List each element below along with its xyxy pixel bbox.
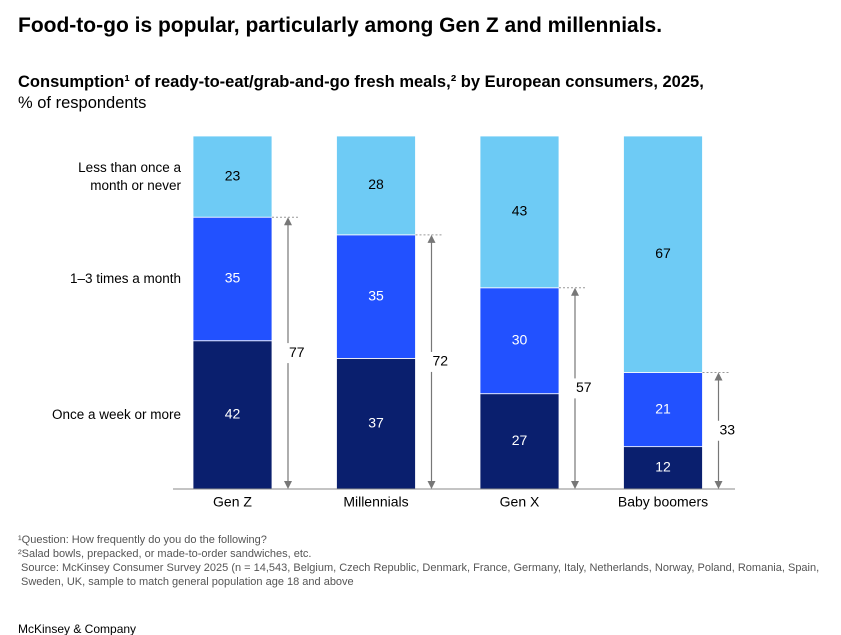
arrow-head	[284, 217, 292, 226]
bar-segment	[192, 340, 273, 490]
value-label: 67	[655, 245, 671, 261]
arrow-head	[571, 287, 579, 296]
x-tick-label: Baby boomers	[618, 494, 708, 510]
title: Food-to-go is popular, particularly amon…	[18, 14, 663, 37]
source: Source: McKinsey Consumer Survey 2025 (n…	[21, 562, 820, 588]
value-label: 37	[368, 414, 384, 430]
x-tick-label: Gen X	[500, 494, 540, 510]
arrow-head	[427, 234, 436, 243]
value-label: 35	[368, 287, 384, 303]
total-label: 77	[289, 344, 305, 360]
bar-segment	[192, 135, 273, 218]
bar-segment	[623, 135, 703, 373]
total-label-bg	[574, 378, 596, 399]
footnote: ¹Question: How frequently do you do the …	[18, 534, 267, 546]
x-tick-label: Gen Z	[213, 494, 252, 510]
bar-segment	[336, 234, 416, 359]
arrow-head	[571, 481, 579, 489]
value-label: 28	[368, 176, 384, 192]
legend-label: Once a week or more	[51, 406, 181, 422]
arrow-head	[714, 481, 723, 489]
subtitle: Consumption¹ of ready-to-eat/grab-and-go…	[18, 73, 704, 91]
bar-segment	[479, 135, 560, 289]
total-label-bg	[430, 351, 453, 372]
unit: % of respondents	[18, 94, 147, 112]
legend-label: 1–3 times a month	[69, 270, 181, 286]
total-label-bg	[717, 420, 740, 441]
value-label: 12	[655, 459, 671, 475]
brand: McKinsey & Company	[18, 622, 137, 635]
total-label: 72	[433, 353, 449, 369]
bar-segment	[336, 135, 416, 236]
arrow-head	[284, 481, 292, 489]
value-label: 21	[655, 400, 671, 416]
arrow-head	[427, 481, 436, 489]
value-label: 42	[225, 406, 241, 422]
value-label: 35	[225, 270, 241, 286]
bar-segment	[479, 393, 560, 490]
legend-label: Less than once a month or never	[78, 159, 181, 193]
x-tick-label: Millennials	[343, 494, 408, 510]
footnote: ²Salad bowls, prepacked, or made-to-orde…	[18, 548, 312, 560]
value-label: 23	[225, 167, 241, 183]
value-label: 27	[512, 432, 528, 448]
bar-segment	[336, 357, 416, 490]
value-label: 30	[512, 331, 528, 347]
value-label: 43	[512, 203, 528, 219]
total-label: 33	[720, 421, 736, 437]
total-label: 57	[576, 379, 592, 395]
bar-segment	[623, 446, 703, 490]
total-label-bg	[287, 343, 309, 364]
bar-segment	[192, 216, 273, 342]
arrow-head	[714, 372, 723, 381]
